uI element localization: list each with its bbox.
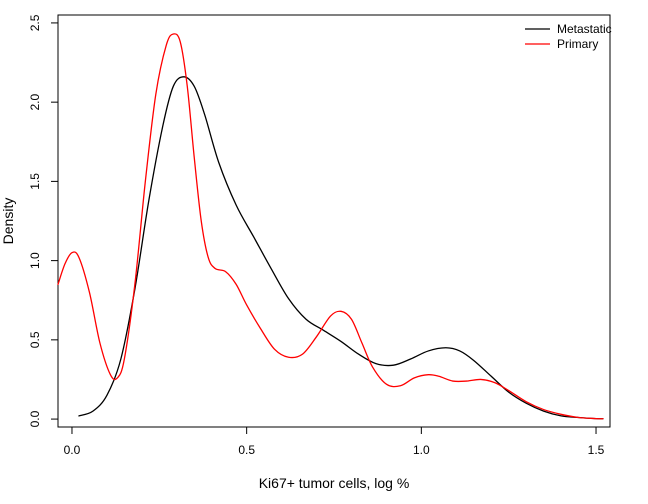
y-tick-label-1: 0.5	[28, 331, 42, 348]
x-tick-label-2: 1.0	[413, 443, 430, 457]
legend-label-metastatic: Metastatic	[557, 22, 612, 36]
x-tick-label-3: 1.5	[588, 443, 605, 457]
plot-frame	[57, 14, 611, 428]
legend: Metastatic Primary	[525, 22, 612, 51]
y-tick-label-5: 2.5	[28, 14, 42, 31]
series-line-metastatic	[78, 76, 604, 420]
x-axis-title: Ki67+ tumor cells, log %	[259, 475, 410, 491]
y-tick-label-3: 1.5	[28, 173, 42, 190]
y-axis-title: Density	[0, 198, 16, 245]
x-axis: 0.0 0.5 1.0 1.5	[64, 427, 605, 457]
y-tick-label-0: 0.0	[28, 410, 42, 427]
legend-label-primary: Primary	[557, 37, 598, 51]
y-tick-label-2: 1.0	[28, 252, 42, 269]
x-tick-label-0: 0.0	[64, 443, 81, 457]
series-line-primary	[57, 33, 604, 420]
series-layer	[57, 33, 604, 420]
x-tick-label-1: 0.5	[238, 443, 255, 457]
y-axis: 0.0 0.5 1.0 1.5 2.0 2.5	[28, 14, 58, 427]
y-tick-label-4: 2.0	[28, 93, 42, 110]
